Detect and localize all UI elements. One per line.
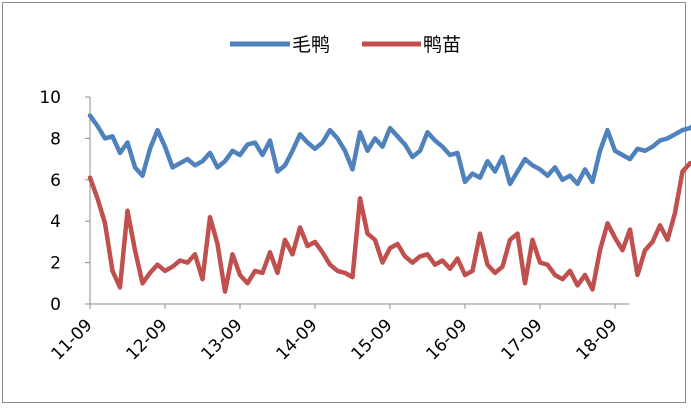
y-tick-label: 2 [50, 254, 61, 274]
y-tick-label: 8 [50, 129, 61, 149]
x-tick-label: 13-09 [197, 315, 246, 364]
y-tick-label: 0 [50, 295, 61, 315]
x-tick-label: 14-09 [272, 315, 321, 364]
legend-label-series-1: 毛鸭 [292, 34, 330, 56]
series-line-1 [87, 113, 691, 187]
x-tick-label: 15-09 [347, 315, 396, 364]
x-tick-label: 17-09 [497, 315, 546, 364]
x-tick-label: 18-09 [572, 315, 621, 364]
legend-label-series-2: 鸭苗 [423, 34, 461, 56]
plot-area: 0 2 4 6 8 10 11-09 12-09 13-09 14-09 15-09 16-09 17-… [39, 88, 691, 364]
y-tick-label: 6 [50, 171, 61, 191]
x-tick-label: 12-09 [122, 315, 171, 364]
legend: 毛鸭 鸭苗 [230, 34, 461, 56]
x-tick-label: 16-09 [422, 315, 471, 364]
series-line-2 [87, 160, 691, 294]
chart-area [2, 2, 686, 403]
y-tick-label: 10 [39, 88, 61, 108]
x-tick-label: 11-09 [47, 315, 96, 364]
y-tick-label: 4 [50, 212, 61, 232]
